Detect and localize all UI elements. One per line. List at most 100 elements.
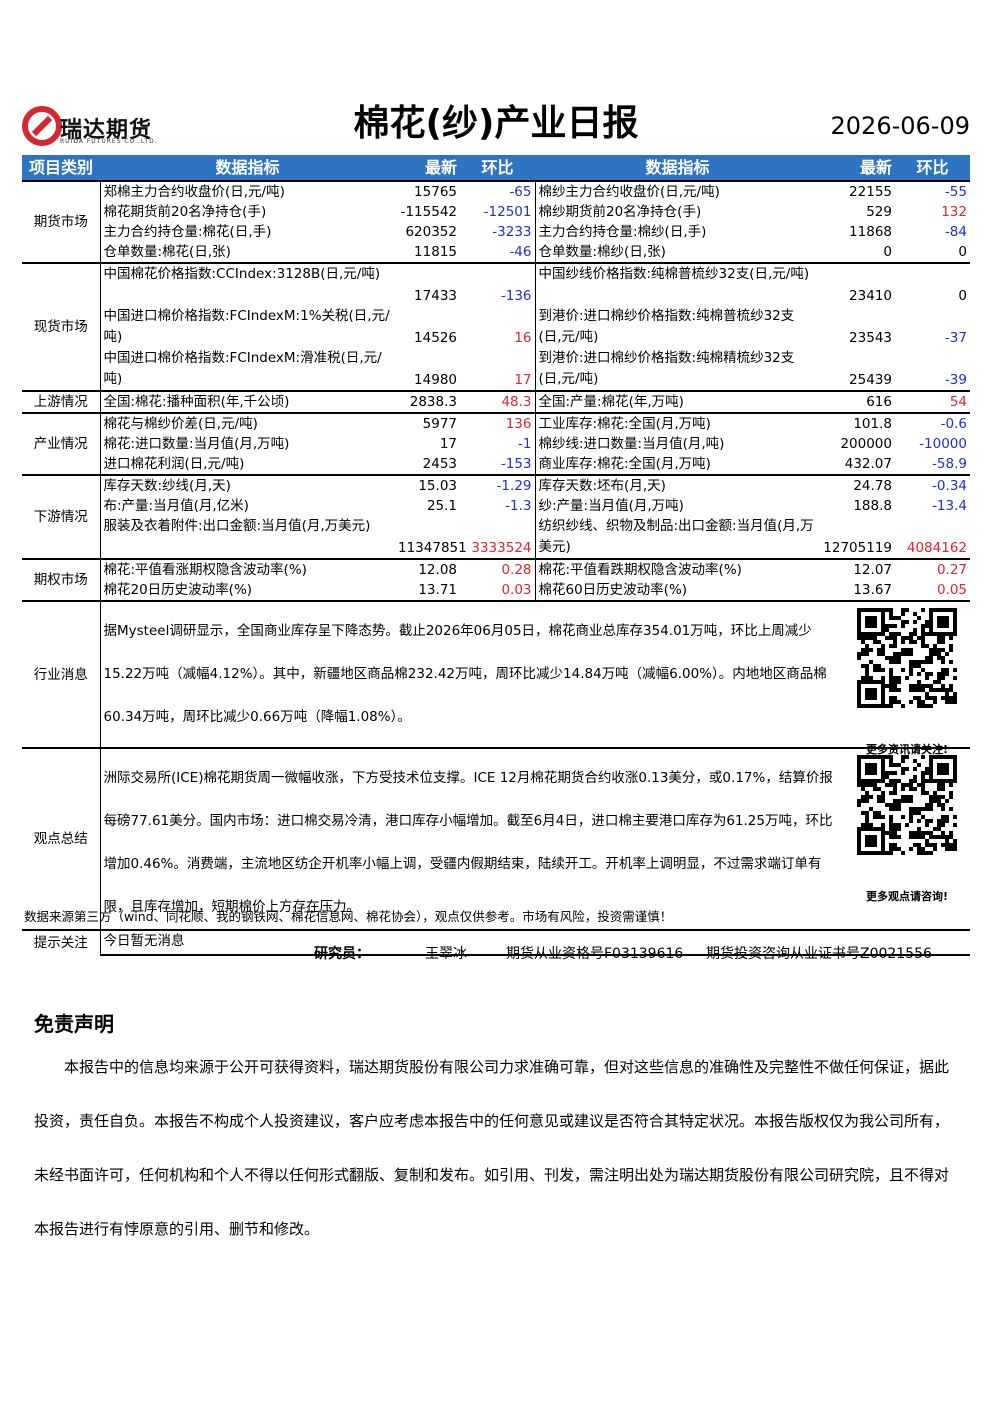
table-row: 主力合约持仓量:棉花(日,手) 620352 -3233 主力合约持仓量:棉纱(日,手… — [22, 222, 970, 242]
table-row: 提示关注 今日暂无消息 — [22, 929, 970, 956]
license: 期货从业资格号F03139616 — [506, 946, 684, 962]
change-value: 16 — [514, 330, 532, 346]
qr-code — [857, 608, 957, 708]
latest-value: 23543 — [849, 330, 892, 346]
indicator: 棉纱线:进口数量:当月值(月,吨) — [534, 434, 820, 454]
indicator: 服装及衣着附件:出口金额:当月值(月,万美元) — [103, 518, 371, 534]
latest-value: 188.8 — [853, 498, 892, 514]
latest-value: 12.08 — [395, 558, 460, 580]
change-value: 48.3 — [460, 390, 535, 413]
qr-code — [857, 755, 957, 855]
change-value: 0.28 — [460, 558, 535, 580]
change-value: -10000 — [919, 436, 967, 452]
latest-value: 15.03 — [395, 474, 460, 496]
indicator: 中国棉花价格指数:CCIndex:3128B(日,元/吨) — [100, 262, 395, 306]
category: 行业消息 — [22, 600, 101, 748]
change-value: 54 — [895, 390, 970, 413]
latest-value: 5977 — [395, 412, 460, 434]
latest-value: 11347851 — [398, 540, 467, 556]
disclaimer-title: 免责声明 — [34, 1012, 114, 1036]
qr-block: 更多资讯请关注! — [852, 608, 962, 771]
category: 下游情况 — [22, 474, 101, 559]
researcher-label: 研究员： — [314, 946, 370, 962]
category: 上游情况 — [22, 390, 101, 413]
table-row: 进口棉花利润(日,元/吨) 2453 -153 商业库存:棉花:全国(月,万吨) 432… — [22, 454, 970, 475]
latest-value: 12.07 — [820, 558, 895, 580]
table-row: 行业消息 据Mysteel调研显示，全国商业库存呈下降态势。截止2026年06月0… — [22, 600, 970, 756]
latest-value: 14980 — [414, 372, 457, 388]
latest-value: -115542 — [400, 204, 457, 220]
change-value: -65 — [460, 180, 535, 202]
indicator: 中国纱线价格指数:纯棉普梳纱32支(日,元/吨) — [534, 262, 820, 306]
indicator: 仓单数量:棉花(日,张) — [103, 244, 231, 260]
change-value: 0 — [958, 244, 967, 260]
column-header: 最新 — [820, 155, 895, 181]
change-value: -46 — [509, 244, 532, 260]
data-table: 项目类别 数据指标 最新 环比 数据指标 最新 环比 期货市场 郑棉主力合约收盘价(日,元/吨… — [22, 155, 970, 956]
indicator: 商业库存:棉花:全国(月,万吨) — [534, 454, 820, 475]
indicator: 主力合约持仓量:棉花(日,手) — [103, 224, 272, 240]
indicator: 棉花:进口数量:当月值(月,万吨) — [103, 436, 290, 452]
latest-value: 11815 — [414, 244, 457, 260]
table-row: 期权市场 棉花:平值看涨期权隐含波动率(%) 12.08 0.28 棉花:平值看跌期权隐… — [22, 558, 970, 601]
logo-subtitle: RUIDA FUTURES CO.,LTD. — [60, 138, 158, 145]
category: 提示关注 — [22, 929, 101, 955]
latest-value: 13.71 — [418, 582, 457, 598]
view-text: 洲际交易所(ICE)棉花期货周一微幅收涨，下方受技术位支撑。ICE 12月棉花期… — [100, 747, 970, 930]
change-value: 0.03 — [501, 582, 532, 598]
change-value: -55 — [895, 180, 970, 202]
category: 期权市场 — [22, 558, 101, 601]
qr-caption: 更多观点请咨询! — [865, 890, 949, 903]
change-value: 0.05 — [936, 582, 967, 598]
change-value: -3233 — [492, 224, 532, 240]
indicator: 棉花20日历史波动率(%) — [103, 582, 253, 598]
latest-value: 23410 — [820, 262, 895, 306]
logo-name: 瑞达期货 — [60, 118, 153, 143]
latest-value: 25439 — [849, 372, 892, 388]
table-row: 观点总结 洲际交易所(ICE)棉花期货周一微幅收涨，下方受技术位支撑。ICE 12… — [22, 747, 970, 930]
column-header: 数据指标 — [535, 155, 820, 181]
table-row: 服装及衣着附件:出口金额:当月值(月,万美元) 11347851 3333524 纺织… — [22, 516, 970, 559]
header-row: 项目类别 数据指标 最新 环比 数据指标 最新 环比 — [22, 155, 970, 181]
license: 期货投资咨询从业证书号Z0021556 — [706, 946, 932, 962]
researcher: 王翠冰 — [425, 946, 467, 962]
news-text: 据Mysteel调研显示，全国商业库存呈下降态势。截止2026年06月05日，棉… — [100, 600, 970, 756]
table-row: 现货市场 中国棉花价格指数:CCIndex:3128B(日,元/吨) 17433 -1… — [22, 262, 970, 391]
indicator: 棉花:平值看涨期权隐含波动率(%) — [100, 558, 395, 580]
table-row: 仓单数量:棉花(日,张) 11815 -46 仓单数量:棉纱(日,张) 0 0 — [22, 242, 970, 263]
change-value: -84 — [944, 224, 967, 240]
indicator: 库存天数:纱线(月,天) — [100, 474, 395, 496]
column-header: 环比 — [460, 155, 535, 181]
indicator: 棉花:平值看跌期权隐含波动率(%) — [534, 558, 820, 580]
indicator: 布:产量:当月值(月,亿米) — [103, 498, 249, 514]
tips-text: 今日暂无消息 — [100, 929, 970, 956]
logo-icon — [22, 106, 62, 146]
indicator: 棉花期货前20名净持仓(手) — [103, 204, 267, 220]
latest-value: 529 — [866, 204, 892, 220]
table-row: 产业情况 棉花与棉纱价差(日,元/吨) 5977 136 工业库存:棉花:全国(月,万吨… — [22, 412, 970, 475]
change-value: -1 — [518, 436, 532, 452]
table-row: 期货市场 郑棉主力合约收盘价(日,元/吨) 15765 -65 棉纱主力合约收盘价(日,… — [22, 180, 970, 263]
indicator: 到港价:进口棉纱价格指数:纯棉普梳纱32支(日,元/吨) — [534, 306, 820, 348]
category: 现货市场 — [22, 262, 101, 391]
change-value: -39 — [944, 372, 967, 388]
indicator: 棉纱主力合约收盘价(日,元/吨) — [534, 180, 820, 202]
indicator: 棉纱期货前20名净持仓(手) — [534, 202, 820, 222]
change-value: -1.3 — [505, 498, 532, 514]
change-value: -1.29 — [460, 474, 535, 496]
indicator: 纱:产量:当月值(月,万吨) — [534, 496, 820, 516]
change-value: 4084162 — [906, 540, 967, 556]
latest-value: 11868 — [849, 224, 892, 240]
column-header: 环比 — [895, 155, 970, 181]
indicator: 中国进口棉价格指数:FCIndexM:1%关税(日,元/吨) — [103, 308, 390, 345]
category: 产业情况 — [22, 412, 101, 475]
latest-value: 17433 — [395, 262, 460, 306]
indicator: 工业库存:棉花:全国(月,万吨) — [534, 412, 820, 434]
indicator: 郑棉主力合约收盘价(日,元/吨) — [100, 180, 395, 202]
change-value: -12501 — [483, 204, 532, 220]
latest-value: 12705119 — [823, 540, 892, 556]
change-value: -136 — [460, 262, 535, 306]
report-title: 棉花(纱)产业日报 — [353, 103, 639, 144]
change-value: -37 — [944, 330, 967, 346]
